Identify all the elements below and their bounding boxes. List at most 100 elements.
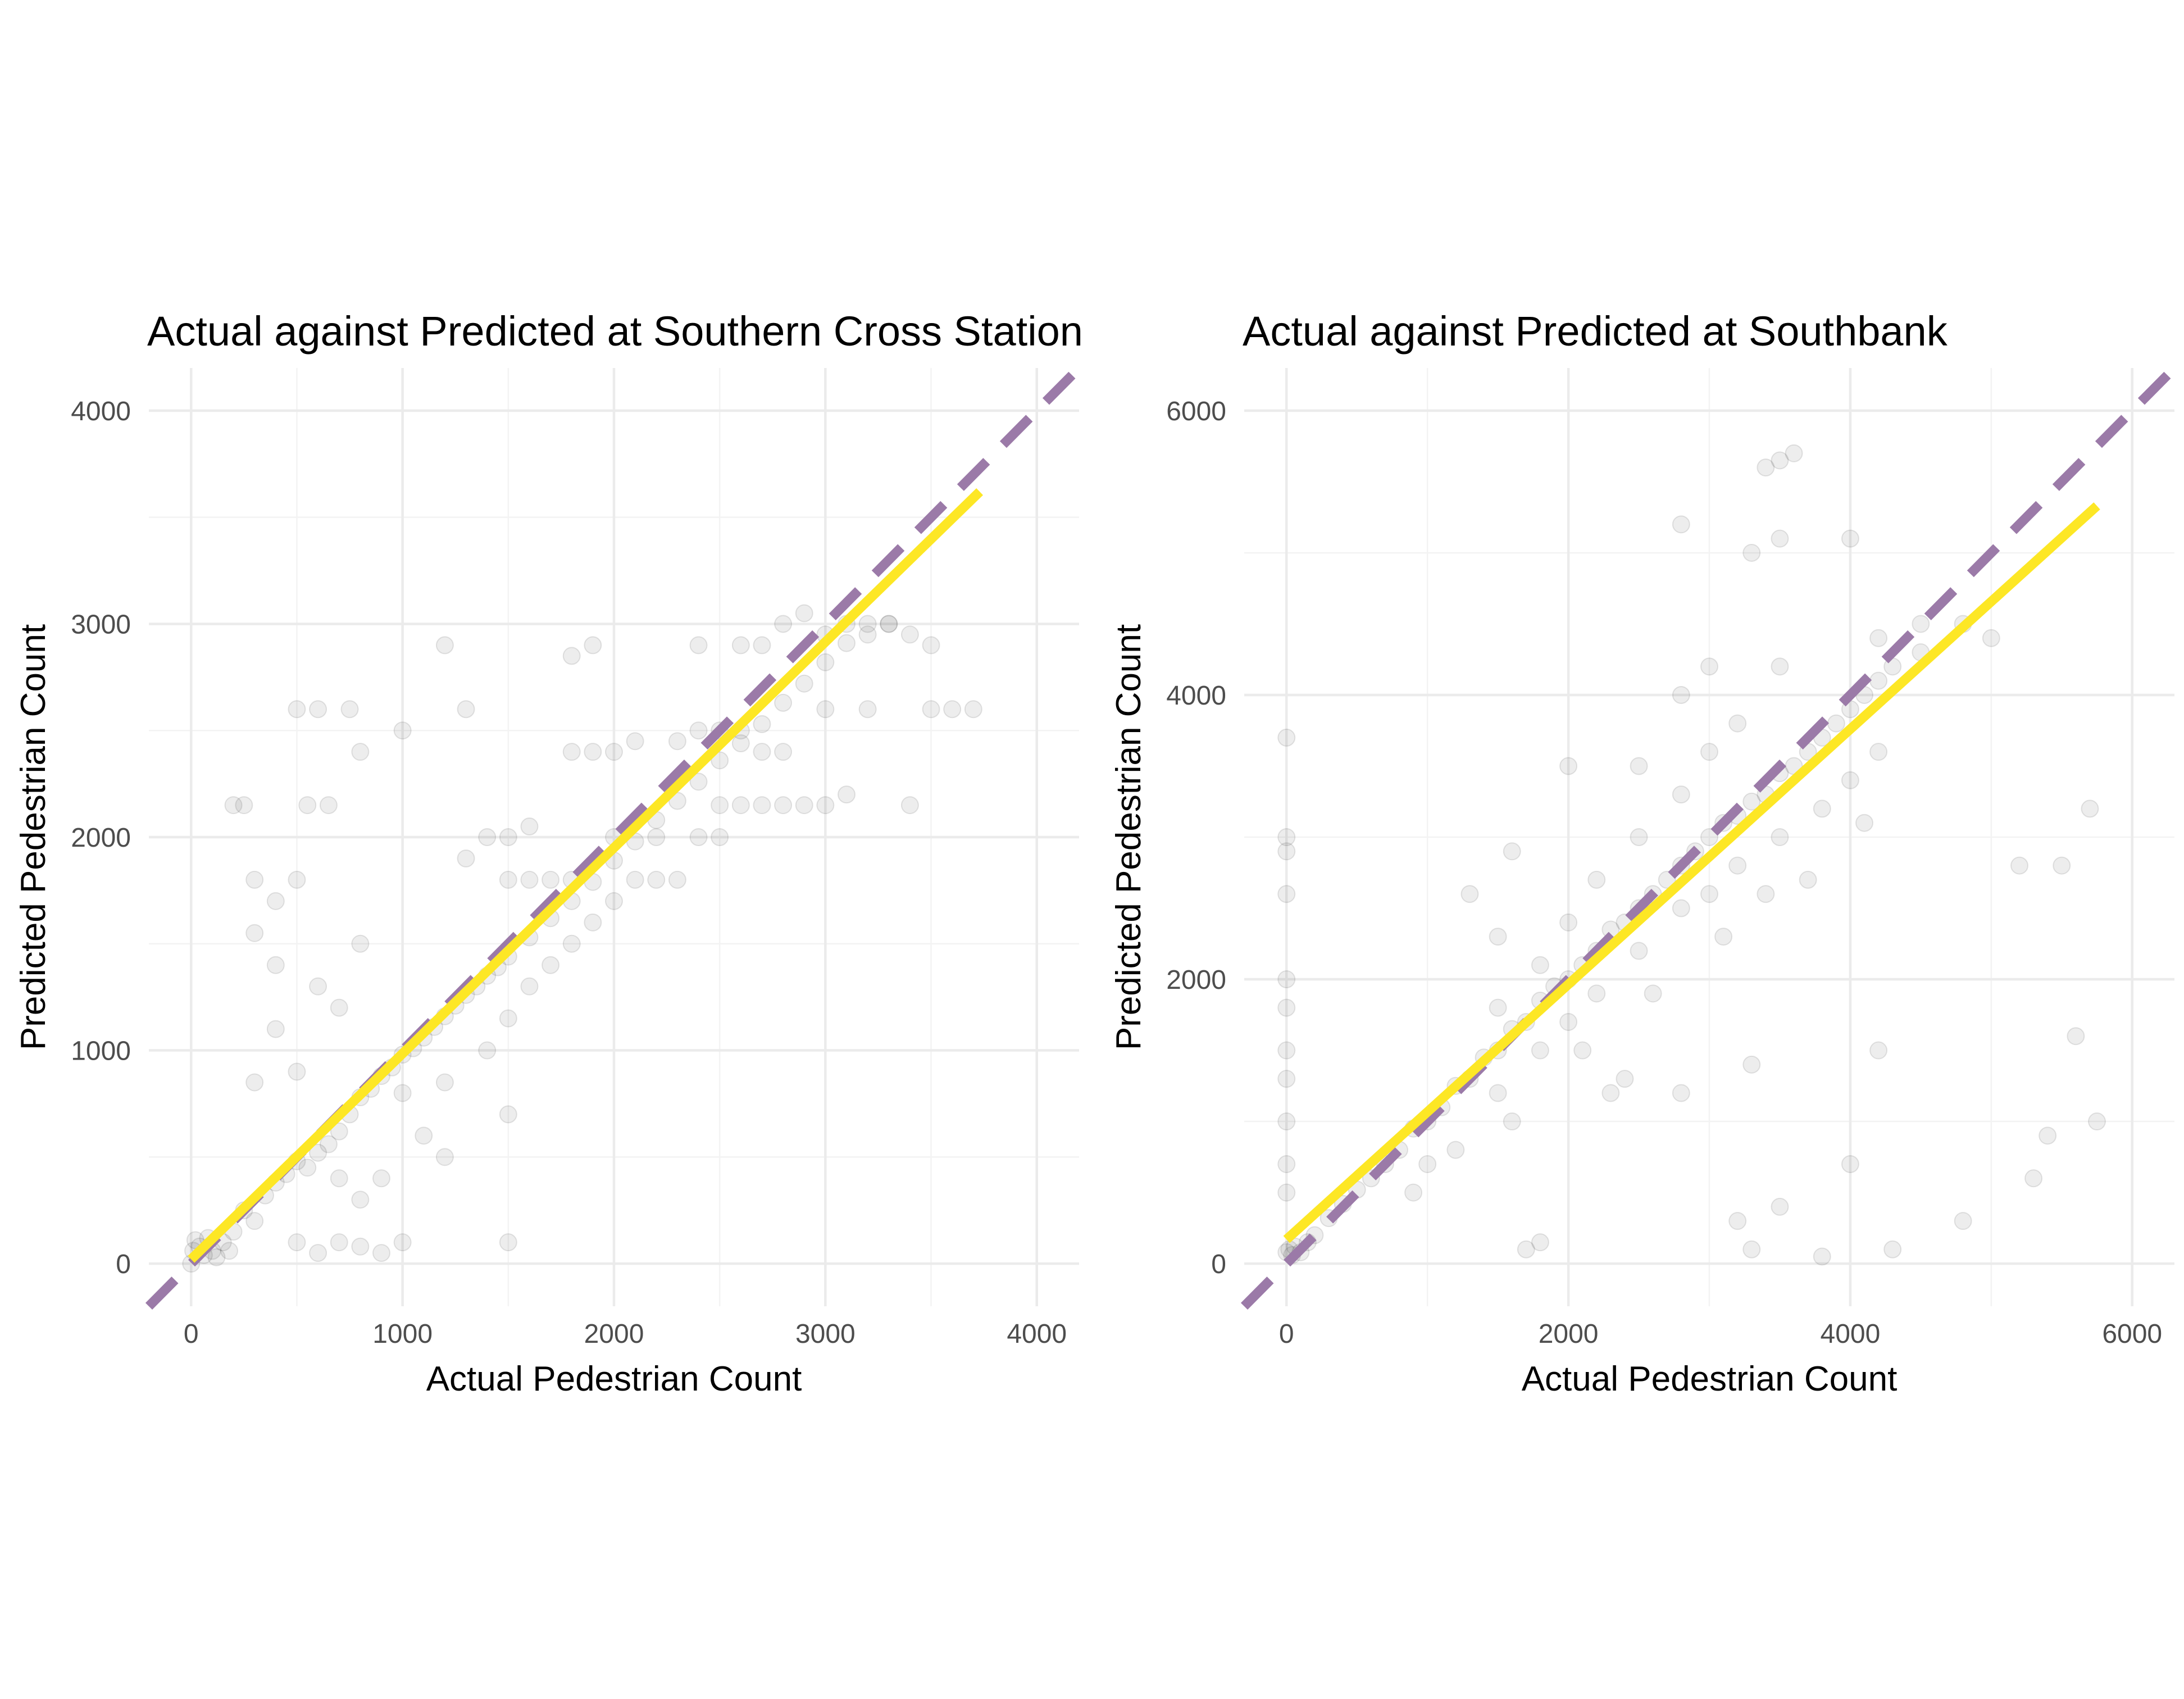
data-point	[435, 1073, 454, 1092]
data-point	[731, 734, 750, 752]
grid-major	[149, 368, 1079, 1306]
data-point	[1630, 757, 1648, 775]
y-axis-title: Predicted Pedestrian Count	[14, 624, 53, 1050]
data-point	[372, 1244, 390, 1262]
data-point	[1954, 1212, 1972, 1230]
data-point	[1728, 1212, 1747, 1230]
data-point	[309, 1244, 327, 1262]
data-point	[1841, 1155, 1859, 1173]
data-point	[245, 870, 264, 889]
data-point	[499, 1233, 517, 1252]
data-point	[880, 615, 898, 633]
data-point	[711, 796, 729, 815]
data-point	[351, 1191, 370, 1209]
data-point	[1785, 444, 1803, 462]
y-tick-label: 4000	[1166, 681, 1226, 711]
data-point	[647, 828, 666, 846]
x-tick-label: 0	[184, 1319, 199, 1349]
data-point	[816, 796, 835, 815]
x-tick-label: 0	[1279, 1319, 1294, 1349]
data-point	[584, 913, 602, 932]
panel-southbank: 0 2000 4000 6000 0 2000 4000 6000 Actual again…	[1109, 308, 2178, 1398]
data-point	[1489, 928, 1507, 946]
y-tick-label: 3000	[71, 610, 131, 639]
data-point	[1531, 956, 1549, 974]
data-point	[1672, 1084, 1690, 1102]
data-point	[689, 721, 708, 740]
data-point	[562, 743, 581, 761]
data-point	[1277, 998, 1296, 1017]
data-point	[1644, 984, 1662, 1003]
data-point	[626, 732, 644, 751]
data-point	[1700, 743, 1718, 761]
y-tick-labels: 0 1000 2000 3000 4000	[71, 397, 131, 1279]
data-point	[1982, 629, 2000, 647]
data-point	[1700, 885, 1718, 903]
data-point	[499, 1009, 517, 1028]
grid-minor	[1244, 368, 2174, 1306]
data-point	[220, 1242, 239, 1260]
data-point	[2024, 1169, 2043, 1188]
data-point	[1672, 685, 1690, 704]
data-point	[393, 1084, 412, 1102]
data-point	[795, 674, 813, 693]
x-tick-labels: 0 1000 2000 3000 4000	[184, 1319, 1067, 1349]
data-point	[266, 892, 285, 910]
data-point	[2081, 799, 2099, 818]
data-point	[1277, 1155, 1296, 1173]
chart-title: Actual against Predicted at Southern Cro…	[147, 308, 1083, 355]
data-point	[943, 700, 962, 719]
data-point	[1277, 1112, 1296, 1131]
data-point	[435, 636, 454, 655]
data-point	[647, 870, 666, 889]
data-point	[2067, 1027, 2085, 1046]
data-point	[858, 615, 877, 633]
data-point	[415, 1126, 433, 1145]
data-point	[1771, 828, 1789, 846]
data-point	[207, 1248, 226, 1266]
data-point	[900, 796, 919, 815]
x-tick-label: 3000	[795, 1319, 856, 1349]
data-point	[964, 700, 982, 719]
data-point	[1658, 870, 1676, 889]
data-point	[1587, 984, 1606, 1003]
data-point	[838, 634, 856, 652]
data-point	[668, 732, 686, 751]
data-point	[245, 1212, 264, 1230]
data-point	[858, 625, 877, 644]
data-point	[1672, 515, 1690, 534]
data-point	[298, 796, 317, 815]
data-point	[689, 828, 708, 846]
data-point	[1489, 1084, 1507, 1102]
y-axis-title: Predicted Pedestrian Count	[1109, 624, 1148, 1050]
data-point	[372, 1169, 390, 1188]
data-point	[1813, 1247, 1831, 1266]
data-point	[435, 1148, 454, 1166]
data-point	[753, 715, 771, 733]
data-point	[626, 870, 644, 889]
x-tick-label: 4000	[1821, 1319, 1881, 1349]
y-tick-label: 2000	[71, 823, 131, 853]
data-point	[1841, 771, 1859, 789]
data-point	[1700, 828, 1718, 846]
data-point	[457, 700, 475, 719]
data-point	[774, 693, 793, 712]
data-point	[224, 796, 243, 815]
data-point	[1277, 842, 1296, 861]
data-point	[457, 849, 475, 867]
data-point	[235, 796, 253, 815]
data-point	[1742, 1240, 1761, 1259]
data-point	[584, 743, 602, 761]
y-tick-label: 0	[1211, 1250, 1226, 1279]
data-point	[288, 700, 306, 719]
data-point	[1813, 799, 1831, 818]
data-point	[753, 636, 771, 655]
data-point	[1277, 1070, 1296, 1088]
data-point	[1277, 970, 1296, 989]
data-point	[774, 796, 793, 815]
data-point	[330, 998, 348, 1017]
data-point	[1277, 885, 1296, 903]
data-point	[2088, 1112, 2106, 1131]
data-point	[753, 796, 771, 815]
data-point	[1827, 714, 1845, 733]
